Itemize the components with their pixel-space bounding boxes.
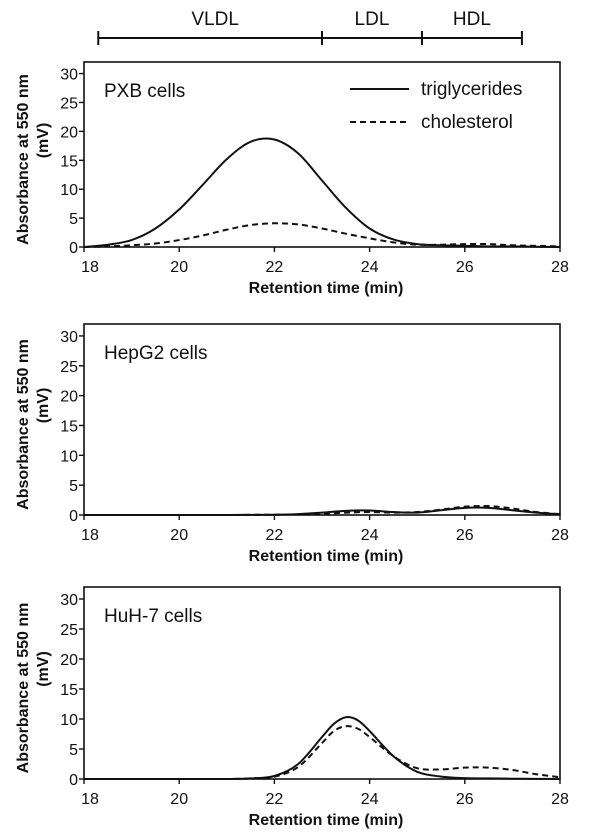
- x-axis-label: Retention time (min): [249, 280, 404, 297]
- legend-label-cholesterol: cholesterol: [421, 112, 513, 133]
- series-triglycerides: [84, 506, 561, 517]
- x-tick-label: 18: [81, 527, 99, 544]
- y-axis-unit: (mV): [35, 123, 52, 159]
- x-tick-label: 28: [551, 527, 569, 544]
- y-tick-label: 20: [60, 389, 78, 406]
- legend: triglycerides cholesterol: [350, 79, 522, 133]
- y-tick-label: 30: [60, 329, 78, 346]
- y-tick-label: 10: [60, 448, 78, 465]
- x-tick-label: 22: [266, 527, 284, 544]
- panel-pxb: PXB cells 0 5 10 15 20 25 30 18 20 22 24 26 28 Reten…: [15, 61, 569, 297]
- y-axis-label: Absorbance at 550 nm: [15, 74, 32, 245]
- series-triglycerides: [84, 716, 561, 781]
- y-tick-label: 25: [60, 622, 78, 639]
- x-tick-label: 22: [266, 791, 284, 808]
- panel-title: HepG2 cells: [104, 343, 208, 364]
- y-tick-label: 30: [60, 67, 78, 84]
- y-tick-label: 5: [69, 211, 78, 228]
- legend-label-triglycerides: triglycerides: [421, 79, 522, 100]
- series-cholesterol: [84, 725, 561, 781]
- x-tick-label: 26: [456, 791, 474, 808]
- x-tick-label: 20: [170, 791, 188, 808]
- y-tick-label: 0: [69, 508, 78, 525]
- fraction-label-ldl: LDL: [355, 9, 390, 30]
- fraction-header: VLDL LDL HDL: [97, 9, 523, 45]
- x-tick-label: 24: [361, 259, 379, 276]
- y-tick-label: 10: [60, 712, 78, 729]
- y-tick-label: 15: [60, 682, 78, 699]
- y-tick-label: 20: [60, 124, 78, 141]
- y-tick-label: 30: [60, 592, 78, 609]
- x-axis-label: Retention time (min): [249, 548, 404, 565]
- y-axis-label: Absorbance at 550 nm: [15, 339, 32, 510]
- y-axis-label: Absorbance at 550 nm: [15, 603, 32, 774]
- y-tick-label: 15: [60, 418, 78, 435]
- y-tick-label: 5: [69, 742, 78, 759]
- y-tick-label: 5: [69, 478, 78, 495]
- plot-frame: [83, 323, 561, 516]
- plot-frame: [83, 586, 561, 780]
- x-tick-label: 26: [456, 259, 474, 276]
- x-tick-label: 24: [361, 527, 379, 544]
- y-tick-label: 25: [60, 359, 78, 376]
- series-triglycerides: [83, 137, 561, 248]
- x-tick-label: 18: [81, 791, 99, 808]
- series-cholesterol: [84, 504, 561, 517]
- x-tick-label: 20: [170, 527, 188, 544]
- x-tick-label: 28: [551, 259, 569, 276]
- y-axis-unit: (mV): [35, 388, 52, 424]
- x-tick-label: 28: [551, 791, 569, 808]
- x-axis-label: Retention time (min): [249, 812, 404, 829]
- y-tick-label: 20: [60, 652, 78, 669]
- fraction-label-vldl: VLDL: [191, 9, 239, 30]
- x-tick-label: 22: [266, 259, 284, 276]
- y-tick-label: 25: [60, 95, 78, 112]
- panel-huh7: HuH-7 cells 0 5 10 15 20 25 30 18 20 22 24 26 28 Ret…: [15, 586, 569, 829]
- y-tick-label: 10: [60, 182, 78, 199]
- panel-title: PXB cells: [104, 81, 185, 102]
- x-tick-label: 18: [81, 259, 99, 276]
- panel-title: HuH-7 cells: [104, 606, 202, 627]
- x-tick-label: 20: [170, 259, 188, 276]
- y-tick-label: 0: [69, 240, 78, 257]
- y-tick-label: 0: [69, 772, 78, 789]
- y-tick-label: 15: [60, 153, 78, 170]
- x-tick-label: 24: [361, 791, 379, 808]
- y-axis-unit: (mV): [35, 651, 52, 687]
- x-tick-label: 26: [456, 527, 474, 544]
- panel-hepg2: HepG2 cells 0 5 10 15 20 25 30 18 20 22 24 26 28 Ret…: [15, 323, 569, 565]
- fraction-label-hdl: HDL: [453, 9, 491, 30]
- plot-frame: [83, 61, 561, 248]
- series-cholesterol: [83, 222, 561, 248]
